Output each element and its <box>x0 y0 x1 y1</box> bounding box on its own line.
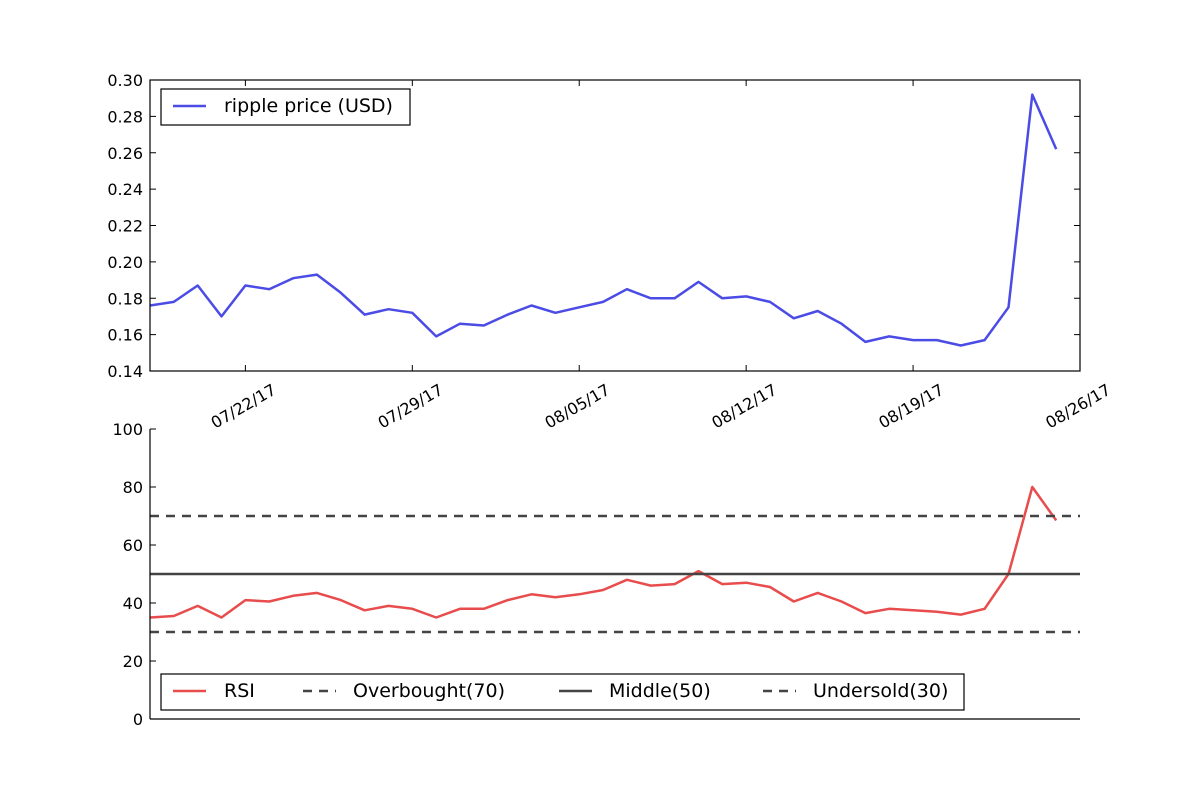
x-tick-label: 08/05/17 <box>541 380 613 432</box>
x-tick-label: 08/12/17 <box>708 380 780 432</box>
legend-label: RSI <box>224 680 255 702</box>
price-chart: 0.14 0.16 0.18 0.20 0.22 0.24 0.26 0.28 0.30 07/… <box>107 71 1114 432</box>
price-series-line <box>150 93 1058 347</box>
y-tick-label: 60 <box>123 536 143 555</box>
y-tick-label: 0 <box>133 710 143 729</box>
price-y-axis: 0.14 0.16 0.18 0.20 0.22 0.24 0.26 0.28 0.30 <box>107 71 1080 381</box>
x-tick-label: 07/22/17 <box>208 380 280 432</box>
y-tick-label: 40 <box>123 594 143 613</box>
y-tick-label: 0.24 <box>107 180 143 199</box>
legend-box <box>160 673 965 711</box>
x-tick-label: 07/29/17 <box>375 380 447 432</box>
legend-label: Undersold(30) <box>813 680 948 702</box>
y-tick-label: 0.28 <box>107 107 143 126</box>
date-x-axis: 07/22/17 07/29/17 08/05/17 08/12/17 08/19/17… <box>208 80 1114 432</box>
legend-label: Overbought(70) <box>353 680 505 702</box>
y-tick-label: 0.22 <box>107 217 143 236</box>
legend-label: ripple price (USD) <box>224 95 393 117</box>
x-tick-label: 08/26/17 <box>1042 380 1114 432</box>
y-tick-label: 80 <box>123 478 143 497</box>
x-tick-label: 08/19/17 <box>875 380 947 432</box>
y-tick-label: 0.26 <box>107 144 143 163</box>
rsi-plot-area <box>149 429 1080 720</box>
y-tick-label: 0.30 <box>107 71 143 90</box>
rsi-chart: 0 20 40 60 80 100 RSI Overbought(70) Middle(50)… <box>112 420 1080 729</box>
rsi-series-line <box>150 485 1058 619</box>
rsi-legend: RSI Overbought(70) Middle(50) Undersold(30) <box>160 673 965 711</box>
y-tick-label: 0.18 <box>107 289 143 308</box>
y-tick-label: 0.16 <box>107 326 143 345</box>
y-tick-label: 100 <box>112 420 143 439</box>
y-tick-label: 0.14 <box>107 362 143 381</box>
legend-label: Middle(50) <box>609 680 711 702</box>
y-tick-label: 20 <box>123 652 143 671</box>
y-tick-label: 0.20 <box>107 253 143 272</box>
price-legend: ripple price (USD) <box>160 88 411 126</box>
rsi-y-axis: 0 20 40 60 80 100 <box>112 420 156 729</box>
